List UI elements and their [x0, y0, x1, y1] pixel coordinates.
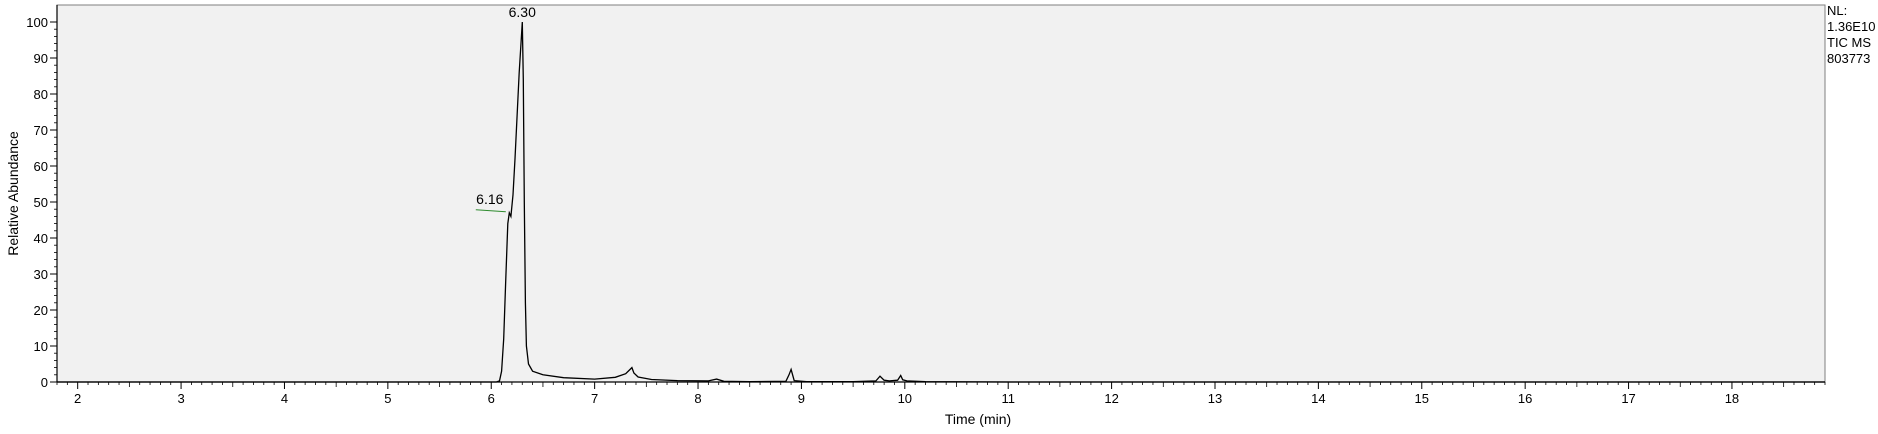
peak-label-6-16: 6.16: [476, 191, 503, 207]
info-scan-filter: TIC MS: [1827, 35, 1871, 50]
x-tick-label: 8: [694, 391, 701, 406]
y-axis-title: Relative Abundance: [5, 131, 21, 256]
x-tick-label: 3: [177, 391, 184, 406]
x-tick-label: 12: [1104, 391, 1118, 406]
x-axis-title: Time (min): [945, 411, 1011, 427]
y-tick-label: 20: [34, 303, 48, 318]
info-nl-value: 1.36E10: [1827, 19, 1875, 34]
x-tick-label: 18: [1725, 391, 1739, 406]
tic-trace-line: [57, 21, 1825, 383]
x-tick-label: 16: [1518, 391, 1532, 406]
ticks: 0 10 20 30 40 50 60 70 80 90 100 2 3 4 5 6 7 8 9 10 11 12 13 14…: [26, 15, 1826, 406]
x-tick-label: 14: [1311, 391, 1325, 406]
x-tick-label: 6: [488, 391, 495, 406]
x-tick-label: 10: [898, 391, 912, 406]
peak-label-6-30: 6.30: [509, 4, 536, 20]
x-tick-label: 4: [281, 391, 288, 406]
y-tick-label: 30: [34, 267, 48, 282]
x-tick-label: 7: [591, 391, 598, 406]
y-tick-label: 50: [34, 195, 48, 210]
y-tick-label: 0: [41, 375, 48, 390]
info-nl-label: NL:: [1827, 3, 1847, 18]
peak-6-16-marker-line: [475, 209, 506, 213]
x-tick-label: 5: [384, 391, 391, 406]
y-tick-label: 40: [34, 231, 48, 246]
y-tick-label: 60: [34, 159, 48, 174]
x-tick-label: 13: [1208, 391, 1222, 406]
x-tick-label: 17: [1621, 391, 1635, 406]
x-tick-label: 11: [1001, 391, 1015, 406]
y-tick-label: 80: [34, 87, 48, 102]
y-tick-label: 100: [26, 15, 48, 30]
plot-area: [56, 4, 1826, 383]
info-base-peak: 803773: [1827, 51, 1870, 66]
x-tick-label: 9: [798, 391, 805, 406]
y-tick-label: 10: [34, 339, 48, 354]
x-tick-label: 2: [74, 391, 81, 406]
y-tick-label: 70: [34, 123, 48, 138]
y-tick-label: 90: [34, 51, 48, 66]
x-tick-label: 15: [1415, 391, 1429, 406]
